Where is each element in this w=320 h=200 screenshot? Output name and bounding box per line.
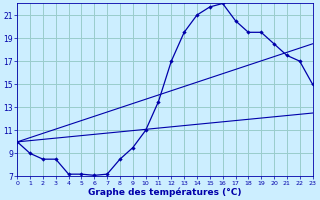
X-axis label: Graphe des températures (°C): Graphe des températures (°C): [88, 187, 242, 197]
